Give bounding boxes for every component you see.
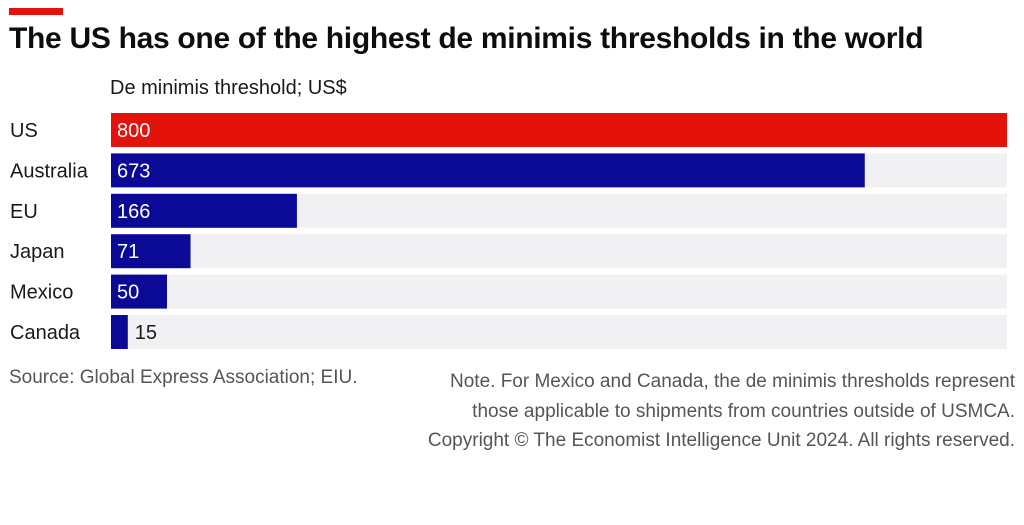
bar-chart: US 800 Australia 673 EU 166 Japan 71 Mexico 50 Can… [10, 113, 1007, 349]
category-label-japan: Japan [10, 241, 65, 263]
category-label-mexico: Mexico [10, 282, 73, 304]
category-label-us: US [10, 120, 38, 142]
bar-us [111, 113, 1007, 147]
footnote: Note. For Mexico and Canada, the de mini… [405, 367, 1015, 456]
category-label-eu: EU [10, 201, 38, 223]
value-label-mexico: 50 [117, 282, 139, 304]
methodology-note: Note. For Mexico and Canada, the de mini… [450, 371, 1015, 422]
value-label-australia: 673 [117, 160, 150, 182]
value-label-canada: 15 [135, 322, 157, 344]
copyright-note: Copyright © The Economist Intelligence U… [427, 430, 1015, 451]
category-label-canada: Canada [10, 322, 81, 344]
value-label-eu: 166 [117, 201, 150, 223]
brand-accent-bar [9, 8, 63, 15]
chart-title: The US has one of the highest de minimis… [9, 22, 924, 55]
bar-track-japan [111, 234, 1007, 269]
bar-track-mexico [111, 274, 1007, 309]
value-label-japan: 71 [117, 241, 139, 263]
bar-japan [111, 234, 191, 269]
bar-track-canada [111, 315, 1007, 349]
bar-australia [111, 153, 865, 188]
source-note: Source: Global Express Association; EIU. [9, 367, 358, 388]
category-label-australia: Australia [10, 160, 89, 182]
bar-mexico [111, 274, 167, 309]
chart-subtitle: De minimis threshold; US$ [110, 77, 347, 99]
value-label-us: 800 [117, 120, 150, 142]
bar-eu [111, 193, 297, 228]
bar-canada [111, 315, 128, 349]
